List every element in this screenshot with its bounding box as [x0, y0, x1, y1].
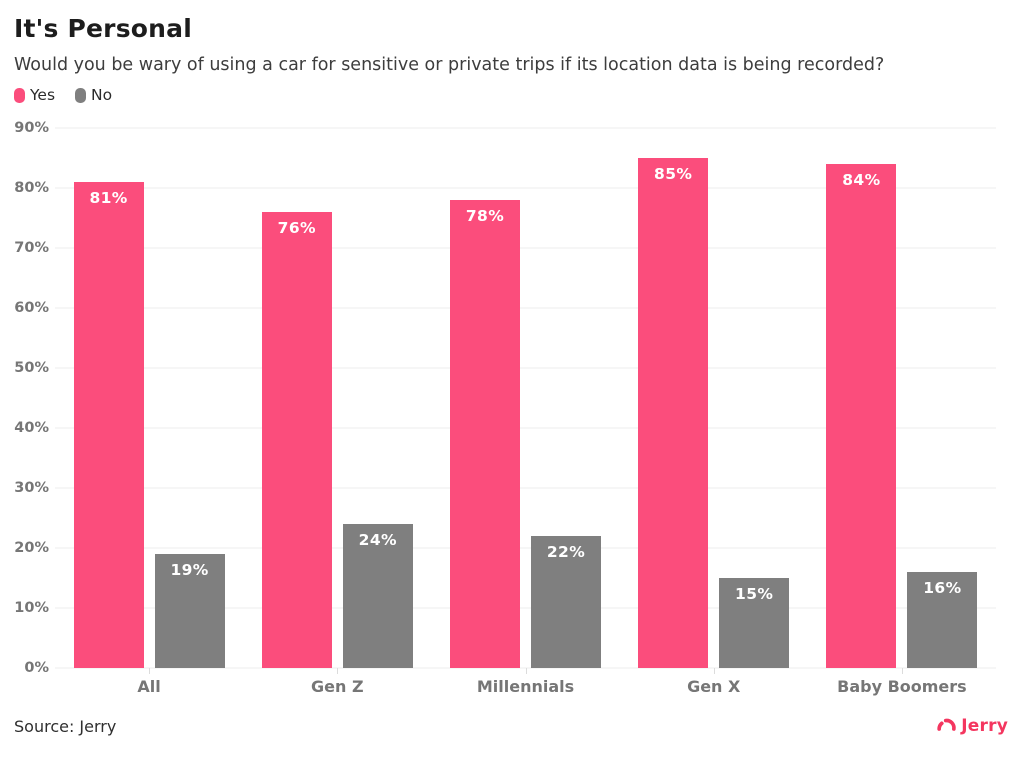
legend: Yes No [14, 86, 1010, 104]
bar-group-all: 81% 19% [55, 128, 243, 668]
bar-value-label-no-millennials: 22% [546, 543, 586, 561]
legend-label-no: No [91, 86, 113, 104]
bar-chart: 0% 10% 20% 30% 40% 50% 60% 70% 80% 90% 81% 19% 76% 24… [14, 120, 996, 676]
y-tick-label-20: 20% [14, 540, 49, 557]
bar-value-label-yes-gen-x: 85% [654, 165, 693, 183]
gridline-50 [55, 367, 996, 369]
x-tick-gen-x: Gen X [620, 668, 808, 696]
legend-swatch-yes [14, 87, 25, 103]
bar-value-label-no-all: 19% [170, 561, 209, 579]
chart-footer: Source: Jerry Jerry [14, 716, 1010, 736]
bar-yes-baby-boomers: 84% [826, 164, 897, 668]
bar-no-millennials: 22% [531, 536, 601, 668]
x-tick-mark-gen-z [337, 668, 339, 674]
x-tick-baby-boomers: Baby Boomers [808, 668, 996, 696]
x-tick-label-gen-z: Gen Z [311, 677, 364, 696]
x-tick-label-gen-x: Gen X [687, 677, 741, 696]
gridline-80 [55, 187, 996, 189]
bar-value-label-yes-baby-boomers: 84% [842, 171, 881, 189]
gridline-20 [55, 547, 996, 549]
x-tick-millennials: Millennials [431, 668, 619, 696]
y-tick-label-30: 30% [14, 480, 49, 497]
chart-title: It's Personal [14, 14, 192, 43]
y-tick-label-90: 90% [14, 120, 49, 136]
bar-value-label-no-gen-z: 24% [358, 531, 397, 549]
bar-value-label-no-gen-x: 15% [735, 585, 774, 603]
legend-label-yes: Yes [30, 86, 56, 104]
y-tick-label-10: 10% [14, 600, 49, 617]
legend-item-yes: Yes [14, 86, 55, 104]
x-tick-mark-baby-boomers [901, 668, 903, 674]
bar-group-gen-z: 76% 24% [243, 128, 431, 668]
gridline-70 [55, 247, 996, 249]
chart-subtitle: Would you be wary of using a car for sen… [14, 55, 885, 75]
gridline-40 [55, 427, 996, 429]
bar-yes-all: 81% [73, 182, 144, 668]
legend-item-no: No [75, 86, 112, 104]
plot-area: 0% 10% 20% 30% 40% 50% 60% 70% 80% 90% 81% 19% 76% 24… [14, 120, 996, 676]
bar-no-baby-boomers: 16% [907, 572, 978, 668]
x-tick-mark-gen-x [713, 668, 715, 674]
bar-group-gen-x: 85% 15% [620, 128, 808, 668]
bar-yes-gen-x: 85% [638, 158, 709, 668]
bar-value-label-yes-millennials: 78% [465, 207, 505, 225]
gridline-60 [55, 307, 996, 309]
y-tick-label-50: 50% [14, 360, 49, 376]
y-tick-label-0: 0% [24, 660, 49, 676]
bar-no-gen-x: 15% [719, 578, 790, 668]
bar-groups: 81% 19% 76% 24% 78% 22% 85% 15% 84% 16% [55, 128, 996, 668]
bar-group-baby-boomers: 84% 16% [808, 128, 996, 668]
bar-no-gen-z: 24% [342, 524, 413, 668]
x-axis-labels: All Gen Z Millennials Gen X Baby Boomers [55, 668, 996, 696]
gridline-30 [55, 487, 996, 489]
y-tick-label-70: 70% [14, 240, 49, 256]
bar-group-millennials: 78% 22% [431, 128, 619, 668]
gridline-90 [55, 127, 996, 129]
y-tick-label-40: 40% [14, 420, 49, 437]
gridline-10 [55, 607, 996, 609]
x-tick-label-baby-boomers: Baby Boomers [837, 677, 967, 696]
x-tick-mark-all [149, 668, 151, 674]
y-tick-label-80: 80% [14, 180, 49, 197]
bar-value-label-yes-all: 81% [89, 189, 128, 207]
bar-yes-millennials: 78% [450, 200, 520, 668]
jerry-arc-icon [937, 718, 956, 731]
x-tick-mark-millennials [525, 668, 527, 674]
bar-no-all: 19% [154, 554, 225, 668]
bar-yes-gen-z: 76% [261, 212, 332, 668]
x-tick-all: All [55, 668, 243, 696]
source-text: Source: Jerry [14, 716, 117, 736]
bar-value-label-yes-gen-z: 76% [277, 219, 316, 237]
y-tick-label-60: 60% [14, 300, 49, 317]
jerry-logo: Jerry [936, 716, 1008, 736]
bar-value-label-no-baby-boomers: 16% [923, 579, 962, 597]
x-tick-gen-z: Gen Z [243, 668, 431, 696]
x-tick-label-all: All [137, 677, 161, 696]
x-tick-label-millennials: Millennials [476, 677, 575, 696]
legend-swatch-no [75, 87, 87, 103]
jerry-logo-text: Jerry [961, 716, 1008, 736]
